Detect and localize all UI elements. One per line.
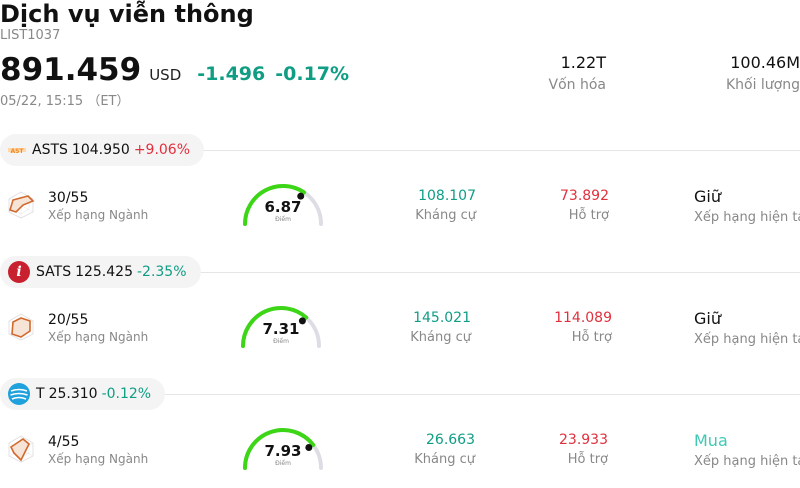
rating-value: Giữ [694,309,721,328]
industry-rank-value: 30/55 [48,190,89,206]
score-label: Điểm [275,216,291,223]
resistance-label: Kháng cự [415,208,476,223]
score-gauge-marker [305,443,313,451]
support-value: 23.933 [559,432,608,448]
market-cap-value: 1.22T [560,53,606,72]
score-value: 6.87 [264,198,302,216]
industry-rank: 20/55 Xếp hạng Ngành [48,312,148,344]
ast-logo: AST [8,139,26,161]
section-divider [0,150,800,151]
resistance-value: 26.663 [426,432,475,448]
industry-rank: 4/55 Xếp hạng Ngành [48,434,148,466]
industry-rank: 30/55 Xếp hạng Ngành [48,190,148,222]
resistance-label: Kháng cự [414,452,475,467]
stock-price: 125.425 [75,264,133,280]
score-gauge-marker [298,317,306,325]
resistance-value: 145.021 [413,310,471,326]
timestamp: 05/22, 15:15 （ET） [0,94,130,109]
att-logo [8,383,30,405]
stock-change-pct: -0.12% [101,386,152,402]
score-value: 7.93 [264,442,302,460]
price-row: 891.459 USD -1.496 -0.17% [0,52,349,88]
current-rating: Giữ Xếp hạng hiện tại [694,309,800,347]
support-label: Hỗ trợ [571,330,612,345]
industry-rank-label: Xếp hạng Ngành [48,330,149,344]
support-level: 23.933 Hỗ trợ [559,432,608,467]
stock-symbol: SATS [36,264,72,280]
industry-rank-label: Xếp hạng Ngành [48,452,149,466]
stock-price: 25.310 [48,386,98,402]
price-change: -1.496 [197,63,266,85]
stock-price: 104.950 [71,142,130,158]
stock-chip[interactable]: i SATS 125.425 -2.35% [0,256,201,288]
currency-label: USD [149,66,182,84]
volume-value: 100.46M [730,53,800,72]
page-title: Dịch vụ viễn thông [0,0,254,28]
radar-chart-icon [8,191,35,219]
index-price: 891.459 [0,52,142,88]
score-gauge-marker [297,192,305,200]
resistance-level: 26.663 Kháng cự [414,432,475,467]
score-label: Điểm [275,460,291,467]
stock-symbol: ASTS [32,142,68,158]
market-cap-stat: 1.22T Vốn hóa [549,53,606,93]
support-value: 73.892 [560,188,609,204]
current-rating: Mua Xếp hạng hiện tại [694,431,800,469]
stock-symbol: T [36,386,45,402]
rating-label: Xếp hạng hiện tại [694,210,800,225]
resistance-label: Kháng cự [410,330,471,345]
score-gauge-fill [243,428,316,470]
score-gauge: 6.87 Điểm [238,180,328,232]
radar-chart-icon [8,313,34,341]
index-code: LIST1037 [0,28,61,43]
stock-chip[interactable]: T 25.310 -0.12% [0,378,166,410]
section-divider [0,394,800,395]
volume-label: Khối lượng [725,77,800,93]
industry-rank-value: 20/55 [48,312,89,328]
section-divider [0,272,800,273]
score-gauge-fill [243,184,307,226]
rating-value: Giữ [694,187,721,206]
support-label: Hỗ trợ [567,452,608,467]
price-change-pct: -0.17% [275,63,350,85]
score-gauge-fill [241,306,309,348]
industry-rank-label: Xếp hạng Ngành [48,208,149,222]
score-value: 7.31 [262,320,300,338]
current-rating: Giữ Xếp hạng hiện tại [694,187,800,225]
stock-chip[interactable]: AST ASTS 104.950 +9.06% [0,134,205,166]
rating-label: Xếp hạng hiện tại [694,332,800,347]
score-gauge: 7.31 Điểm [236,302,326,354]
support-level: 114.089 Hỗ trợ [554,310,612,345]
support-level: 73.892 Hỗ trợ [560,188,609,223]
rating-label: Xếp hạng hiện tại [694,454,800,469]
stock-change-pct: -2.35% [136,264,187,280]
score-label: Điểm [273,338,289,345]
rating-value: Mua [694,431,728,450]
resistance-value: 108.107 [418,188,476,204]
industry-rank-value: 4/55 [48,434,80,450]
resistance-level: 145.021 Kháng cự [410,310,471,345]
echostar-logo: i [8,261,30,283]
support-label: Hỗ trợ [568,208,609,223]
volume-stat: 100.46M Khối lượng [726,53,800,93]
svg-text:AST: AST [10,148,24,155]
market-cap-label: Vốn hóa [548,77,606,93]
resistance-level: 108.107 Kháng cự [415,188,476,223]
radar-chart-icon [8,435,34,463]
score-gauge: 7.93 Điểm [238,424,328,476]
support-value: 114.089 [554,310,612,326]
stock-change-pct: +9.06% [133,142,191,158]
